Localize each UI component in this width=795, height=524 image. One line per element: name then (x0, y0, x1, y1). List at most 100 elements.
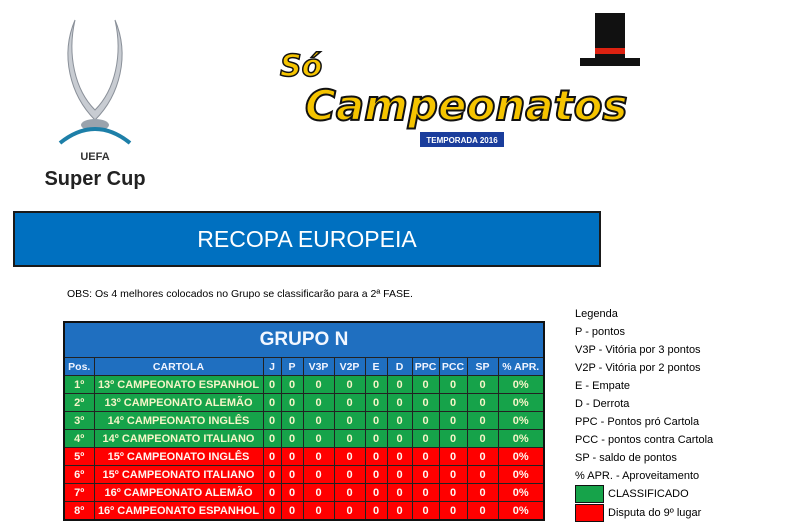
obs-note: OBS: Os 4 melhores colocados no Grupo se… (67, 288, 413, 300)
cell-pos: 7º (63, 483, 95, 502)
cell-name: 16º CAMPEONATO ESPANHOL (93, 501, 264, 521)
cell-apr: 0% (497, 447, 545, 466)
cell-v2p: 0 (333, 483, 366, 502)
column-header: V3P (302, 357, 335, 376)
cell-ppc: 0 (411, 465, 440, 484)
column-header: SP (466, 357, 499, 376)
legend-item: V2P - Vitória por 2 pontos (575, 362, 701, 374)
cell-v3p: 0 (302, 501, 335, 521)
cell-d: 0 (386, 375, 413, 394)
cell-e: 0 (364, 393, 388, 412)
table-row: 1º 13º CAMPEONATO ESPANHOL 0 0 0 0 0 0 0 0 0 0% (63, 375, 545, 394)
cell-v3p: 0 (302, 393, 335, 412)
cell-pcc: 0 (438, 375, 468, 394)
cell-apr: 0% (497, 465, 545, 484)
cell-v3p: 0 (302, 411, 335, 430)
logo-right-line2: Campeonatos (305, 81, 628, 130)
cell-apr: 0% (497, 501, 545, 521)
column-header: J (262, 357, 282, 376)
column-header: D (386, 357, 413, 376)
cell-apr: 0% (497, 393, 545, 412)
cell-ppc: 0 (411, 483, 440, 502)
cell-v2p: 0 (333, 393, 366, 412)
cell-apr: 0% (497, 429, 545, 448)
legend-swatch-row: CLASSIFICADO (575, 485, 713, 504)
cell-ppc: 0 (411, 411, 440, 430)
column-header: Pos. (63, 357, 95, 376)
group-title: GRUPO N (63, 321, 545, 358)
cell-name: 15º CAMPEONATO ITALIANO (93, 465, 264, 484)
cell-e: 0 (364, 447, 388, 466)
table-row: 4º 14º CAMPEONATO ITALIANO 0 0 0 0 0 0 0 0 0 0% (63, 429, 545, 448)
uefa-super-cup-logo: UEFA Super Cup (35, 15, 160, 190)
cell-p: 0 (280, 501, 304, 521)
top-hat-icon (580, 13, 640, 66)
cell-pos: 2º (63, 393, 95, 412)
swatch-label: CLASSIFICADO (608, 488, 689, 500)
cell-apr: 0% (497, 375, 545, 394)
cell-name: 14º CAMPEONATO ITALIANO (93, 429, 264, 448)
trophy-icon: UEFA Super Cup (44, 19, 146, 190)
cell-ppc: 0 (411, 429, 440, 448)
legend-item: V3P - Vitória por 3 pontos (575, 344, 701, 356)
cell-name: 14º CAMPEONATO INGLÊS (93, 411, 264, 430)
cell-pos: 1º (63, 375, 95, 394)
table-row: 7º 16º CAMPEONATO ALEMÃO 0 0 0 0 0 0 0 0 0 0% (63, 483, 545, 502)
cell-ppc: 0 (411, 501, 440, 521)
cell-pcc: 0 (438, 501, 468, 521)
cell-d: 0 (386, 429, 413, 448)
logo-badge: TEMPORADA 2016 (426, 136, 498, 145)
group-table: GRUPO N Pos. CARTOLA J P V3P V2P E D PPC PCC SP% AP… (63, 321, 545, 521)
cell-ppc: 0 (411, 447, 440, 466)
cell-sp: 0 (466, 465, 499, 484)
column-header: V2P (333, 357, 366, 376)
cell-pcc: 0 (438, 393, 468, 412)
cell-pcc: 0 (438, 483, 468, 502)
cell-sp: 0 (466, 429, 499, 448)
cell-sp: 0 (466, 483, 499, 502)
cell-j: 0 (262, 393, 282, 412)
cell-p: 0 (280, 447, 304, 466)
legend: Legenda P - pontos V3P - Vitória por 3 po… (575, 305, 713, 523)
cell-ppc: 0 (411, 393, 440, 412)
cell-v2p: 0 (333, 501, 366, 521)
cell-e: 0 (364, 411, 388, 430)
cell-j: 0 (262, 411, 282, 430)
cell-v3p: 0 (302, 429, 335, 448)
table-row: 2º 13º CAMPEONATO ALEMÃO 0 0 0 0 0 0 0 0 0 0% (63, 393, 545, 412)
cell-e: 0 (364, 501, 388, 521)
legend-item: P - pontos (575, 326, 625, 338)
cell-pos: 4º (63, 429, 95, 448)
cell-d: 0 (386, 447, 413, 466)
cell-d: 0 (386, 501, 413, 521)
legend-title: Legenda (575, 308, 618, 320)
cell-j: 0 (262, 375, 282, 394)
so-campeonatos-logo: Só Campeonatos TEMPORADA 2016 (275, 8, 655, 158)
cell-d: 0 (386, 483, 413, 502)
cell-pos: 3º (63, 411, 95, 430)
page-title: RECOPA EUROPEIA (13, 211, 601, 267)
column-header: E (364, 357, 388, 376)
logo-right-line1: Só (280, 49, 322, 84)
cell-apr: 0% (497, 483, 545, 502)
legend-item: D - Derrota (575, 398, 630, 410)
legend-item: PPC - Pontos pró Cartola (575, 416, 700, 428)
cell-v2p: 0 (333, 429, 366, 448)
cell-j: 0 (262, 465, 282, 484)
swatch-label: Disputa do 9º lugar (608, 507, 702, 519)
column-header: CARTOLA (93, 357, 264, 376)
column-header: PCC (438, 357, 468, 376)
cell-v3p: 0 (302, 465, 335, 484)
legend-item: PCC - pontos contra Cartola (575, 434, 714, 446)
cell-e: 0 (364, 465, 388, 484)
color-swatch (575, 485, 604, 504)
cell-j: 0 (262, 429, 282, 448)
cell-j: 0 (262, 501, 282, 521)
cell-pcc: 0 (438, 465, 468, 484)
legend-item: SP - saldo de pontos (575, 452, 677, 464)
cell-name: 15º CAMPEONATO INGLÊS (93, 447, 264, 466)
cell-pcc: 0 (438, 429, 468, 448)
cell-e: 0 (364, 429, 388, 448)
table-row: 3º 14º CAMPEONATO INGLÊS 0 0 0 0 0 0 0 0 0 0% (63, 411, 545, 430)
logo-left-line1: UEFA (80, 151, 109, 163)
